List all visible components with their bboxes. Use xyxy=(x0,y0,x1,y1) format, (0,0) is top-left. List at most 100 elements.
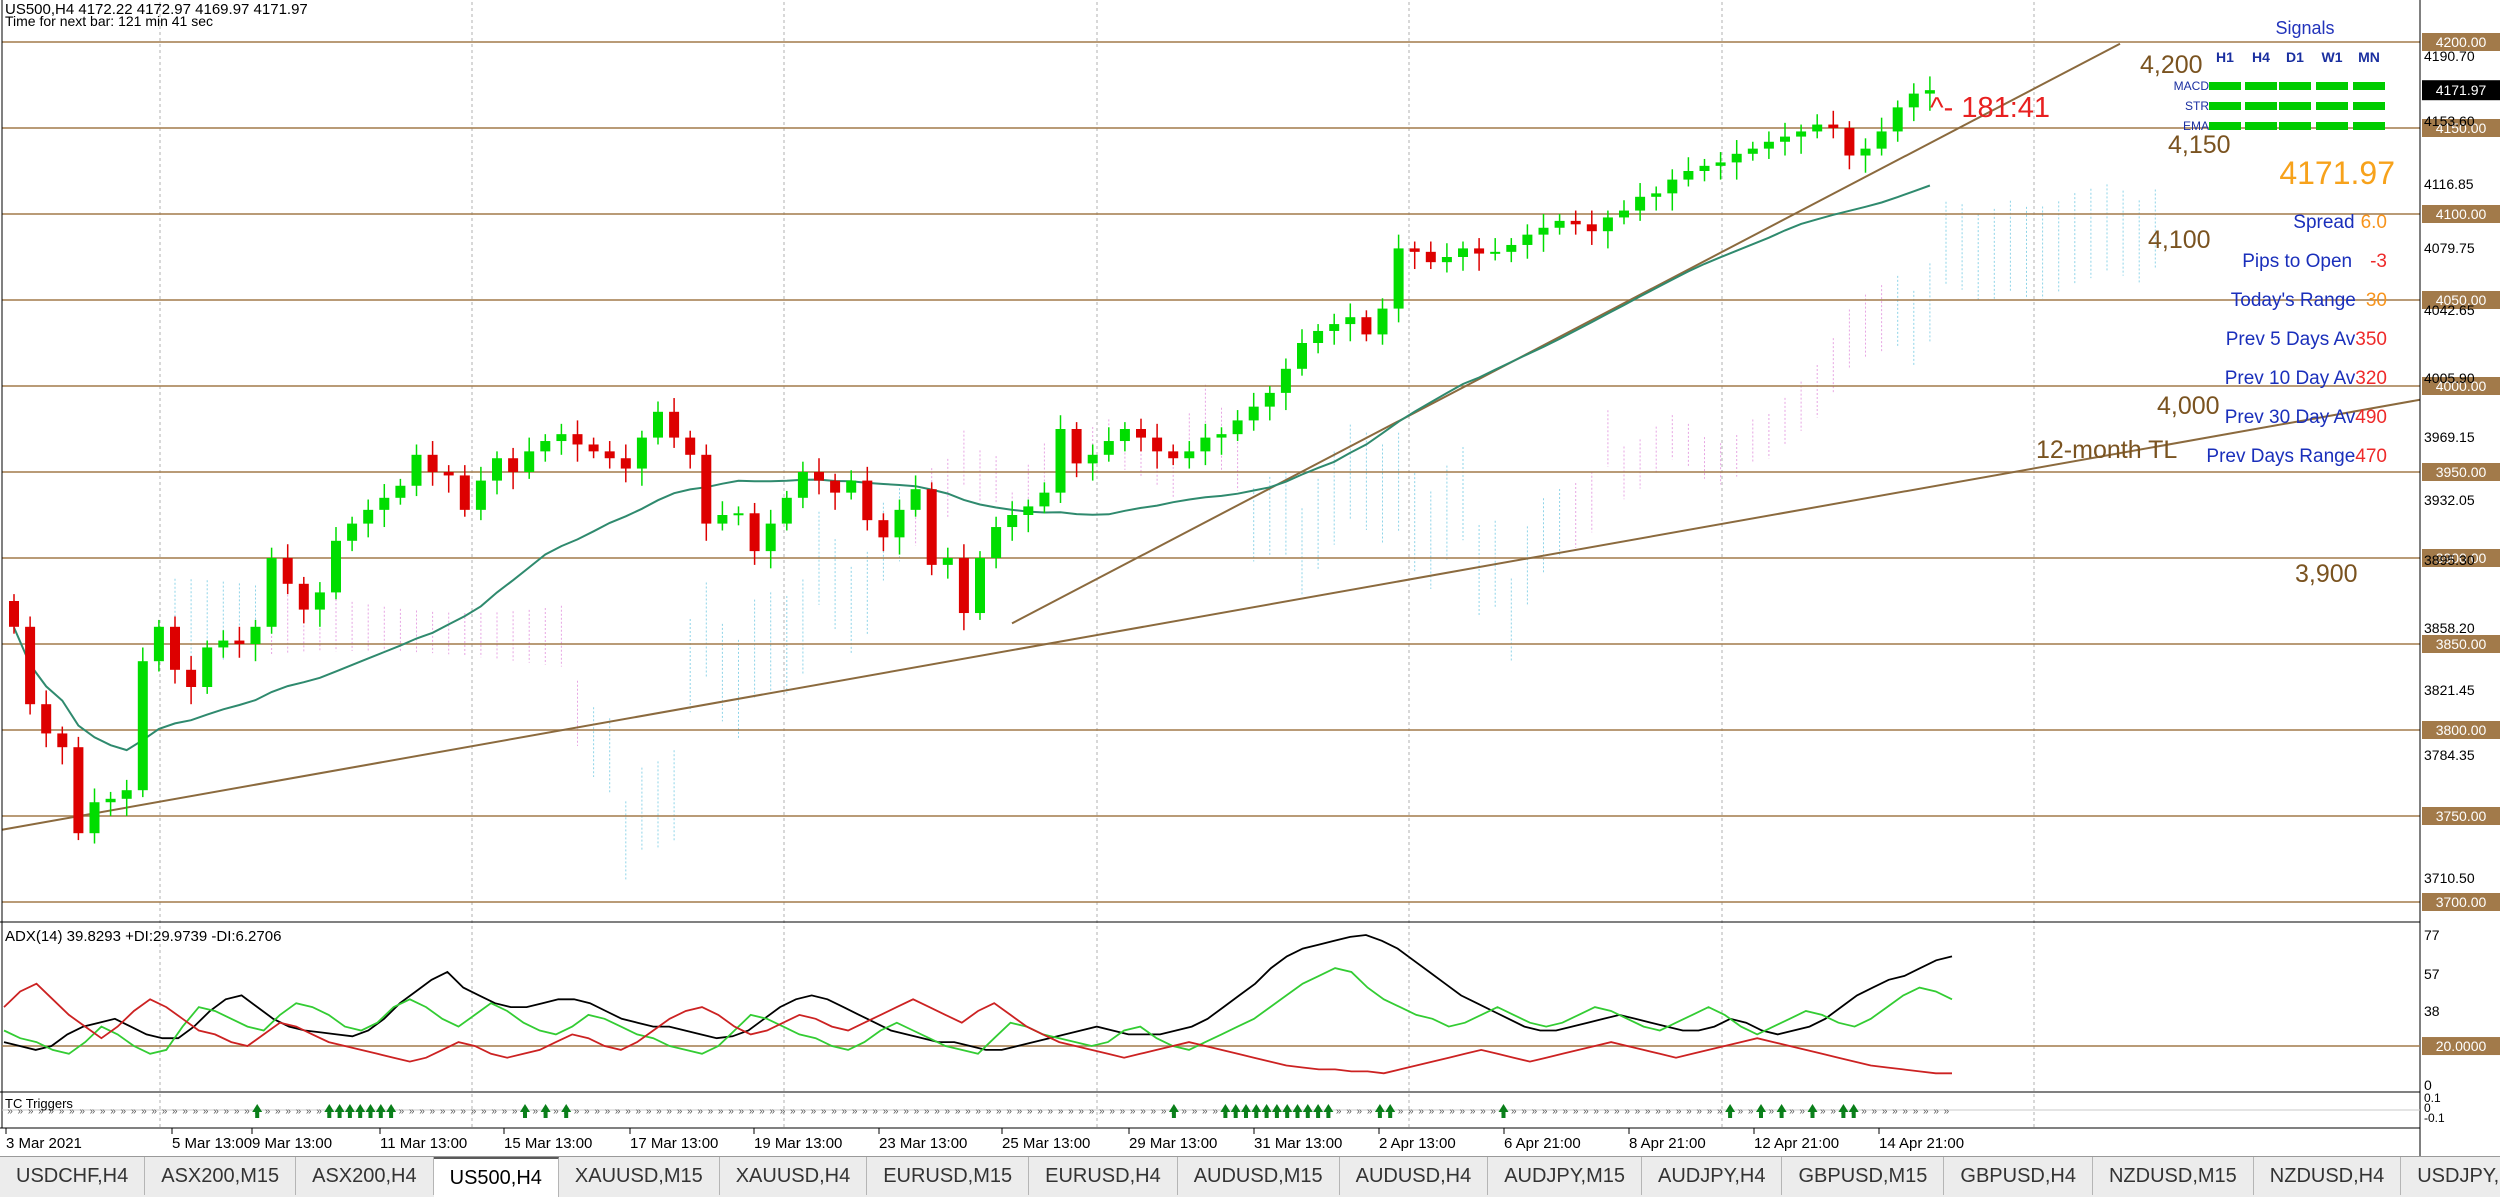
candle-body-39 xyxy=(636,437,647,469)
candle-body-98 xyxy=(1586,224,1597,232)
candle-body-115 xyxy=(1860,148,1871,156)
candle-body-14 xyxy=(234,640,245,644)
tab-usdjpy-m30[interactable]: USDJPY,M30 xyxy=(2401,1157,2500,1195)
candle-body-23 xyxy=(379,497,390,510)
tc-marker-67: » xyxy=(697,1106,703,1117)
tab-eurusd-m15[interactable]: EURUSD,M15 xyxy=(867,1157,1030,1195)
stat-prev-10: Prev 10 Day Av320 xyxy=(2225,368,2387,389)
candle-body-91 xyxy=(1474,248,1485,254)
stat-pips-to-open: Pips to Open -3 xyxy=(2242,251,2387,272)
tc-marker-7: » xyxy=(79,1106,85,1117)
candle-body-9 xyxy=(153,626,164,662)
time-axis: 3 Mar 2021 5 Mar 13:00 9 Mar 13:00 11 Mar 1… xyxy=(5,1128,1964,1152)
candle-body-72 xyxy=(1168,451,1179,459)
tab-us500-h4[interactable]: US500,H4 xyxy=(433,1157,559,1197)
candle-body-88 xyxy=(1425,251,1436,263)
current-price-tag: 4171.97 xyxy=(2436,82,2487,98)
stat-spread-value: 6.0 xyxy=(2361,212,2387,233)
candle-body-58 xyxy=(942,558,953,565)
tc-marker-176: » xyxy=(1820,1106,1826,1117)
candle-body-79 xyxy=(1280,368,1291,393)
tab-xauusd-h4[interactable]: XAUUSD,H4 xyxy=(720,1157,868,1195)
candlestick-series xyxy=(9,76,1935,844)
tab-gbpusd-m15[interactable]: GBPUSD,M15 xyxy=(1782,1157,1945,1195)
level-tag-bg-3800 xyxy=(2422,721,2500,739)
candle-body-56 xyxy=(910,489,921,510)
candle-body-52 xyxy=(846,480,857,493)
chart-canvas[interactable]: 4200.00 4150.00 4100.00 4050.00 4000.00 3950.… xyxy=(0,0,2500,1156)
candle-body-10 xyxy=(170,626,180,670)
current-price-display: 4171.97 xyxy=(2279,155,2395,191)
tc-marker-114: » xyxy=(1181,1106,1187,1117)
tc-buy-arrow-21 xyxy=(1313,1104,1324,1118)
candle-body-48 xyxy=(781,497,792,524)
tc-marker-153: » xyxy=(1583,1106,1589,1117)
tc-marker-42: » xyxy=(440,1106,446,1117)
candle-body-34 xyxy=(556,434,567,442)
tc-marker-66: » xyxy=(687,1106,693,1117)
signal-cell-r1-c3 xyxy=(2316,102,2348,110)
stat-prev-days-range: Prev Days Range470 xyxy=(2206,446,2387,467)
candle-body-59 xyxy=(958,558,969,614)
stat-today-value: 30 xyxy=(2366,290,2387,311)
signal-cell-r2-c4 xyxy=(2353,122,2385,130)
stats-panel: Spread 6.0 Pips to Open -3 Today's Range 30… xyxy=(2206,212,2387,467)
tab-nzdusd-m15[interactable]: NZDUSD,M15 xyxy=(2093,1157,2254,1195)
tc-buy-arrow-31 xyxy=(1848,1104,1859,1118)
tc-marker-101: » xyxy=(1048,1106,1054,1117)
tc-marker-96: » xyxy=(996,1106,1002,1117)
candle-body-68 xyxy=(1103,441,1114,455)
tab-audjpy-m15[interactable]: AUDJPY,M15 xyxy=(1488,1157,1642,1195)
tc-marker-165: » xyxy=(1707,1106,1713,1117)
candle-body-116 xyxy=(1876,131,1887,149)
candle-body-110 xyxy=(1780,136,1790,142)
candle-body-109 xyxy=(1763,141,1774,149)
tab-nzdusd-h4[interactable]: NZDUSD,H4 xyxy=(2254,1157,2402,1195)
tc-marker-8: » xyxy=(90,1106,96,1117)
tab-audusd-h4[interactable]: AUDUSD,H4 xyxy=(1340,1157,1489,1195)
tab-audusd-m15[interactable]: AUDUSD,M15 xyxy=(1178,1157,1340,1195)
candle-body-26 xyxy=(427,454,438,472)
tc-marker-160: » xyxy=(1655,1106,1661,1117)
candle-body-57 xyxy=(926,489,937,565)
candle-body-18 xyxy=(298,583,309,610)
tc-buy-arrow-29 xyxy=(1807,1104,1818,1118)
tc-marker-162: » xyxy=(1676,1106,1682,1117)
tc-marker-155: » xyxy=(1604,1106,1610,1117)
candle-body-43 xyxy=(701,454,712,524)
tab-usdchf-h4[interactable]: USDCHF,H4 xyxy=(0,1157,146,1195)
candle-body-2 xyxy=(41,704,52,734)
tc-marker-81: » xyxy=(842,1106,848,1117)
tc-buy-arrow-24 xyxy=(1385,1104,1396,1118)
tc-buy-arrow-26 xyxy=(1725,1104,1736,1118)
stat-prev30-label: Prev 30 Day Av xyxy=(2225,407,2356,428)
signal-cell-r2-c2 xyxy=(2279,122,2311,130)
tab-audjpy-h4[interactable]: AUDJPY,H4 xyxy=(1642,1157,1783,1195)
price-tick-0: 4190.70 xyxy=(2424,48,2475,64)
level-label-4100: 4,100 xyxy=(2148,226,2211,254)
stat-prev-5: Prev 5 Days Av350 xyxy=(2226,329,2387,350)
tc-buy-arrow-0 xyxy=(252,1104,263,1118)
time-label-13: 8 Apr 21:00 xyxy=(1629,1135,1706,1152)
tab-eurusd-h4[interactable]: EURUSD,H4 xyxy=(1029,1157,1178,1195)
tab-gbpusd-h4[interactable]: GBPUSD,H4 xyxy=(1944,1157,2093,1195)
level-tag-bg-4200 xyxy=(2422,33,2500,51)
tc-marker-88: » xyxy=(914,1106,920,1117)
level-tag-bg-4150 xyxy=(2422,119,2500,137)
candle-body-90 xyxy=(1458,248,1468,257)
candle-body-67 xyxy=(1087,454,1098,464)
tab-asx200-h4[interactable]: ASX200,H4 xyxy=(296,1157,434,1195)
tc-marker-6: » xyxy=(69,1106,75,1117)
tc-marker-53: » xyxy=(553,1106,559,1117)
tc-marker-82: » xyxy=(852,1106,858,1117)
candle-body-49 xyxy=(797,472,808,498)
tc-marker-102: » xyxy=(1058,1106,1064,1117)
tab-xauusd-m15[interactable]: XAUUSD,M15 xyxy=(559,1157,720,1195)
tc-marker-183: » xyxy=(1892,1106,1898,1117)
tc-marker-17: » xyxy=(182,1106,188,1117)
tab-asx200-m15[interactable]: ASX200,M15 xyxy=(145,1157,297,1195)
stat-pips-value: -3 xyxy=(2370,251,2387,272)
tc-buy-arrow-11 xyxy=(1168,1104,1179,1118)
candle-body-69 xyxy=(1119,429,1130,442)
